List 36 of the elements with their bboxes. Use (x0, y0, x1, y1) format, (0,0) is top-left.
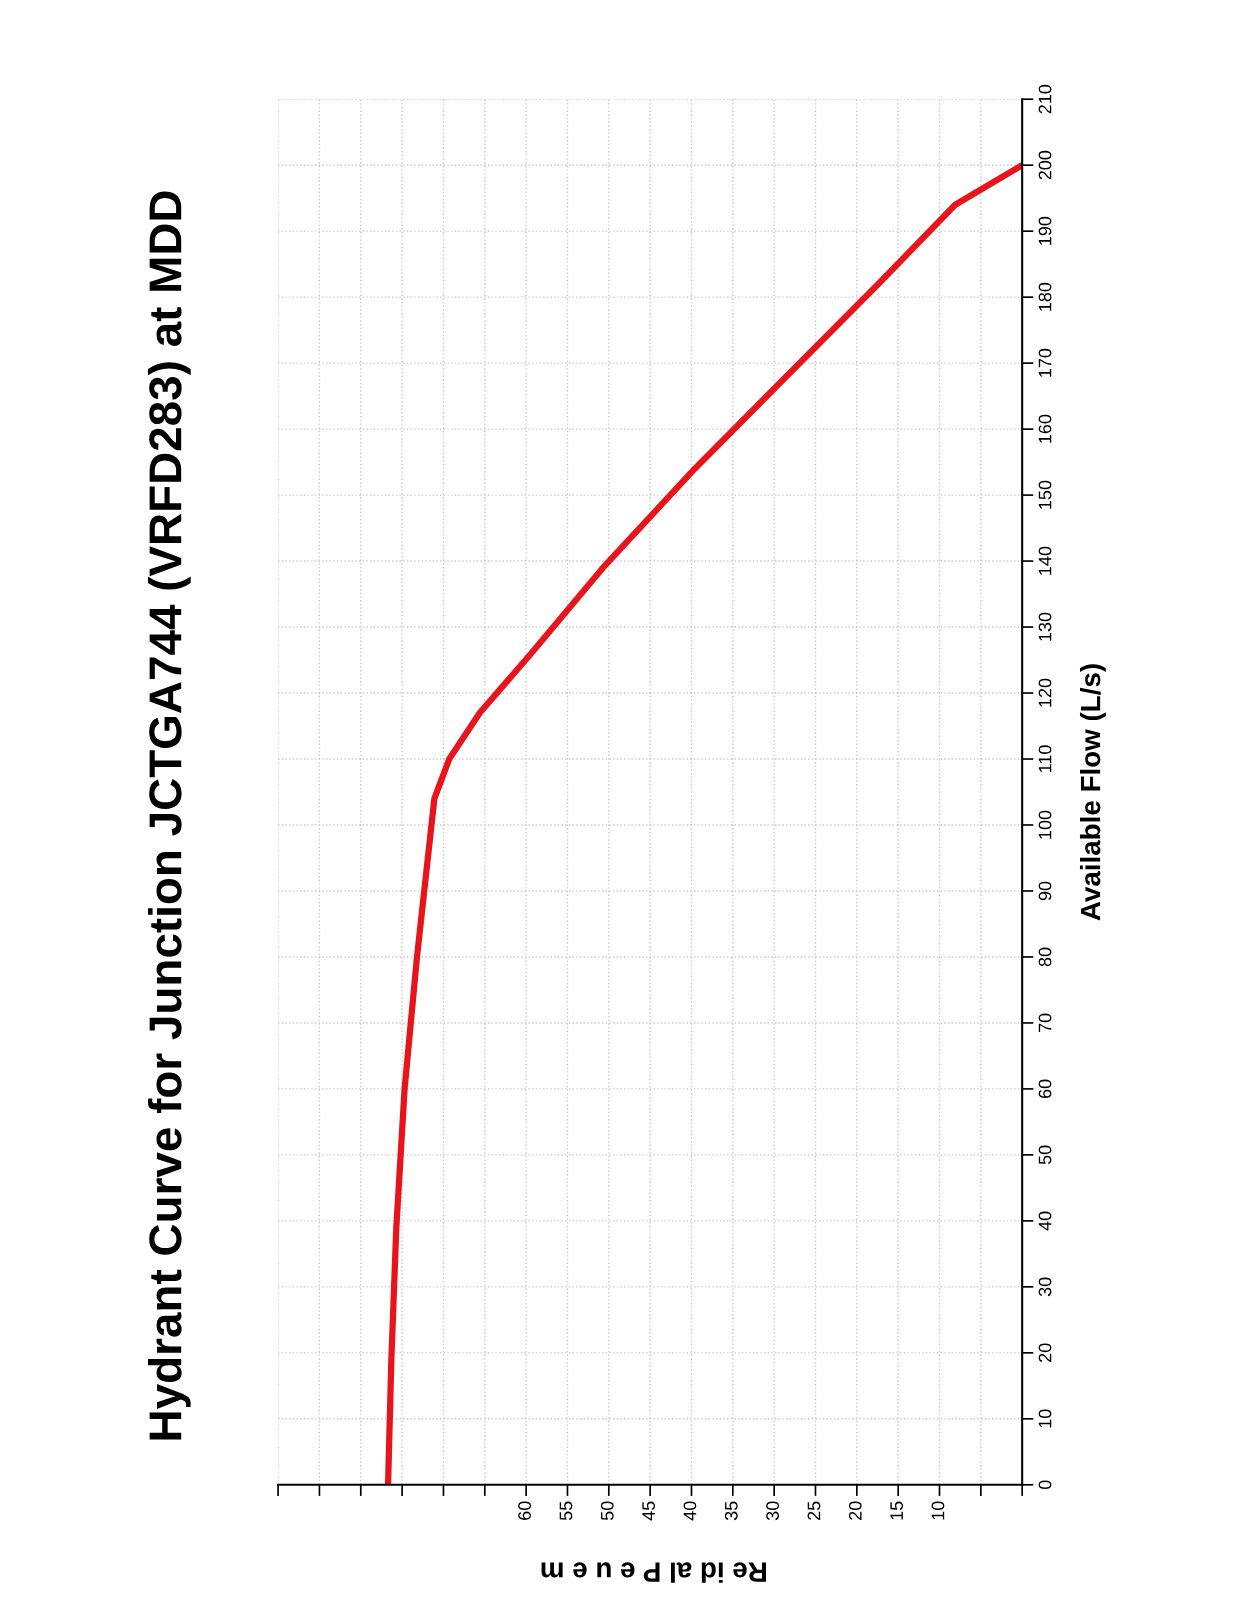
y-tick-label: 210 (1038, 84, 1052, 114)
y-tick-label: 80 (1038, 947, 1052, 967)
y-tick-label: 150 (1038, 480, 1052, 509)
x-axis-title: Re id al P e u e m (541, 1562, 766, 1583)
y-tick-label: 120 (1038, 678, 1052, 707)
y-tick-label: 190 (1038, 216, 1052, 245)
y-tick-label: 0 (1038, 1480, 1052, 1490)
y-tick-label: 30 (1038, 1277, 1052, 1297)
y-tick-label: 60 (1038, 1079, 1052, 1099)
y-tick-label: 160 (1038, 414, 1052, 443)
y-axis-title: Available Flow (L/s) (1079, 664, 1106, 921)
x-tick-label: 50 (600, 1501, 614, 1521)
x-tick-label: 20 (848, 1501, 862, 1520)
y-tick-label: 180 (1038, 282, 1052, 311)
y-tick-label: 10 (1038, 1409, 1052, 1428)
y-tick-label: 50 (1038, 1145, 1052, 1165)
y-tick-label: 40 (1038, 1211, 1052, 1231)
y-tick-label: 90 (1038, 881, 1052, 901)
x-tick-label: 45 (642, 1501, 655, 1521)
x-tick-label: 40 (683, 1501, 697, 1521)
x-tick-label: 55 (559, 1501, 573, 1521)
x-tick-label: 35 (724, 1501, 738, 1521)
y-tick-label: 140 (1038, 546, 1052, 575)
y-tick-label: 100 (1038, 810, 1052, 839)
y-tick-label: 130 (1038, 612, 1052, 641)
y-tick-label: 70 (1038, 1013, 1052, 1033)
x-tick-label: 15 (890, 1501, 904, 1520)
text: Hydrant Curve for Junction JCTGA744 (VRFD283) at MDD (147, 191, 191, 1440)
y-tick-label: 200 (1038, 150, 1052, 180)
x-tick-label: 25 (807, 1501, 821, 1520)
x-tick-label: 30 (766, 1501, 779, 1521)
y-tick-label: 110 (1038, 745, 1052, 773)
x-tick-label: 10 (931, 1501, 945, 1520)
x-tick-label: 60 (518, 1501, 531, 1520)
y-tick-label: 170 (1038, 348, 1052, 377)
y-tick-label: 20 (1038, 1343, 1052, 1362)
